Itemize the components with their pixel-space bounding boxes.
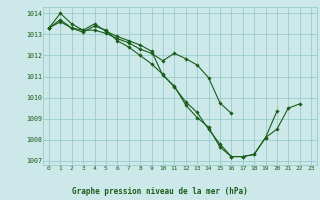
Text: Graphe pression niveau de la mer (hPa): Graphe pression niveau de la mer (hPa) [72, 187, 248, 196]
